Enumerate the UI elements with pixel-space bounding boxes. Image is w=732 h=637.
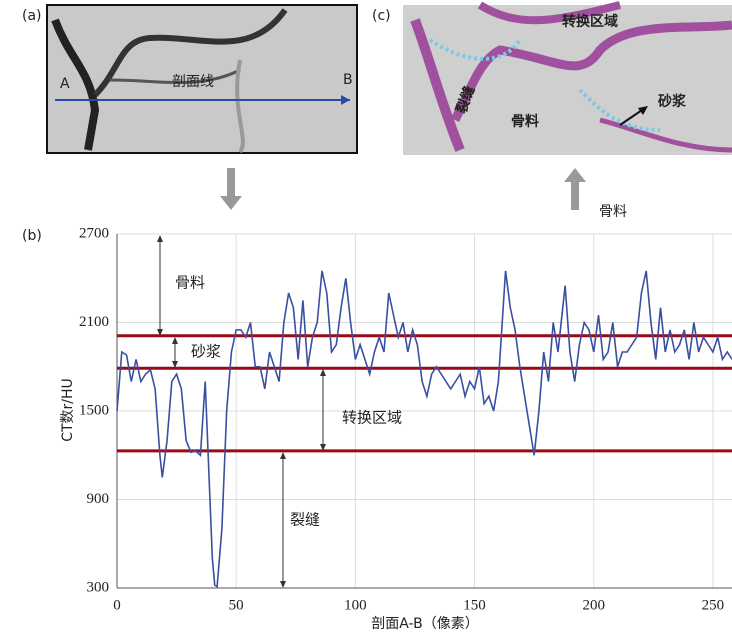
down-arrow (220, 168, 242, 210)
y-tick-label: 900 (87, 491, 110, 507)
panel-a-image (46, 4, 358, 154)
region-label: 转换区域 (562, 13, 618, 30)
annotation: 转换区域 (342, 409, 402, 427)
plot: 300 900 1500 2100 2700 0 50 100 150 200 250 (79, 225, 732, 613)
x-tick-label: 250 (702, 597, 725, 613)
y-tick-label: 2700 (79, 225, 109, 241)
y-tick-label: 300 (87, 579, 110, 595)
data-line (116, 270, 732, 588)
panel-c-image (403, 1, 732, 155)
x-axis-title: 剖面A-B（像素） (371, 616, 478, 632)
panel-label: (c) (372, 8, 391, 24)
panel-label: (b) (22, 228, 42, 244)
annotation: 骨料 (175, 274, 205, 292)
panel-label: (a) (22, 8, 42, 24)
region-label: 砂浆 (657, 93, 687, 110)
x-tick-label: 100 (344, 597, 367, 613)
y-tick-label: 1500 (79, 402, 109, 418)
x-tick-label: 50 (229, 597, 244, 613)
y-tick-label: 2100 (79, 314, 109, 330)
x-tick-label: 0 (113, 597, 121, 613)
up-arrow (564, 168, 586, 210)
x-tick-label: 150 (463, 597, 486, 613)
annotation: 砂浆 (191, 343, 221, 361)
span-arrows (159, 238, 324, 585)
point-label: B (343, 72, 353, 88)
line-label: 剖面线 (172, 74, 214, 90)
x-tick-label: 200 (582, 597, 605, 613)
point-label: A (60, 76, 70, 92)
y-axis-title: CT数r/HU (60, 378, 76, 442)
arrow-caption: 骨料 (599, 204, 627, 220)
annotation: 裂缝 (290, 511, 320, 529)
region-label: 骨料 (511, 113, 539, 130)
